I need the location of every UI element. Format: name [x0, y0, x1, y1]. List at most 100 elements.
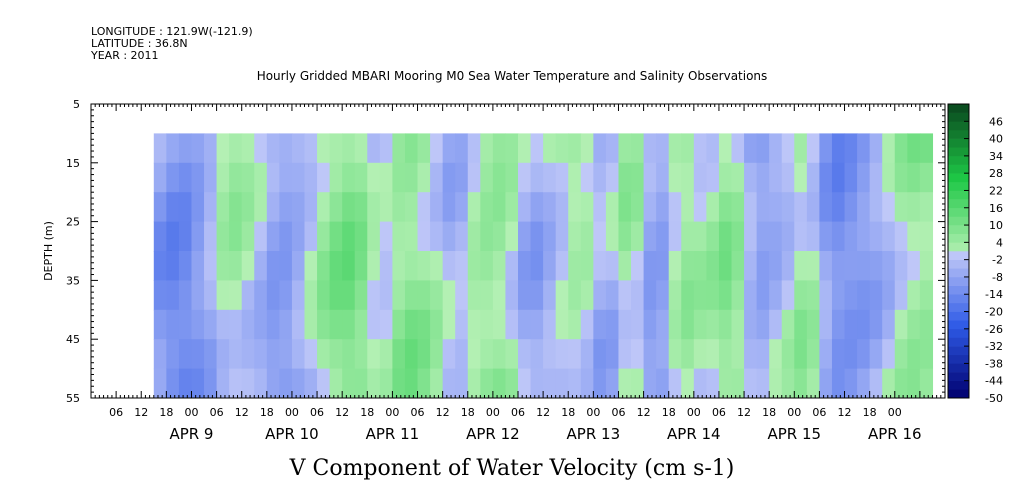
heatmap-cell — [241, 251, 255, 281]
heatmap-cell — [367, 221, 381, 252]
heatmap-cell — [367, 280, 381, 311]
heatmap-cell — [329, 221, 343, 252]
heatmap-cell — [430, 251, 444, 281]
heatmap-cell — [543, 162, 557, 193]
heatmap-cell — [417, 221, 431, 252]
heatmap-cell — [492, 192, 507, 223]
heatmap-cell — [317, 251, 331, 281]
heatmap-cell — [492, 280, 507, 311]
heatmap-cell — [656, 339, 670, 370]
heatmap-cell — [593, 162, 607, 193]
heatmap-cell — [643, 368, 657, 398]
heatmap-cell — [919, 133, 934, 164]
heatmap-cell — [518, 192, 532, 223]
heatmap-cell — [467, 162, 481, 193]
heatmap-cell — [693, 221, 707, 252]
heatmap-cell — [442, 192, 456, 223]
heatmap-cell — [317, 133, 331, 164]
heatmap-cell — [254, 368, 268, 398]
heatmap-cell — [794, 221, 808, 252]
heatmap-cell — [894, 192, 908, 223]
heatmap-cell — [919, 251, 934, 281]
heatmap-cell — [894, 251, 908, 281]
heatmap-cell — [204, 280, 218, 311]
colorbar-band — [948, 311, 969, 321]
heatmap-cell — [781, 221, 795, 252]
heatmap-cell — [756, 133, 770, 164]
heatmap-cell — [492, 339, 507, 370]
heatmap-cell — [919, 280, 934, 311]
colorbar-band — [948, 294, 969, 304]
heatmap-cell — [781, 280, 795, 311]
year-label: YEAR : 2011 — [90, 49, 159, 62]
heatmap-cell — [354, 251, 368, 281]
heatmap-cell — [279, 251, 293, 281]
colorbar-band — [948, 302, 969, 312]
heatmap-cell — [266, 133, 280, 164]
heatmap-cell — [191, 133, 205, 164]
colorbar-band — [948, 328, 969, 338]
heatmap-cell — [455, 133, 469, 164]
heatmap-cell — [693, 280, 707, 311]
heatmap-cell — [467, 221, 481, 252]
heatmap-cell — [568, 133, 582, 164]
heatmap-cell — [806, 339, 821, 370]
heatmap-cell — [279, 192, 293, 223]
heatmap-cell — [291, 133, 306, 164]
heatmap-cell — [467, 251, 481, 281]
heatmap-cell — [744, 368, 758, 398]
heatmap-cell — [568, 251, 582, 281]
heatmap-cell — [706, 192, 720, 223]
heatmap-cell — [291, 309, 306, 340]
heatmap-cell — [354, 192, 368, 223]
colorbar-band — [948, 129, 969, 139]
heatmap-cell — [693, 192, 707, 223]
heatmap-cell — [643, 221, 657, 252]
heatmap-cell — [593, 339, 607, 370]
heatmap-cell — [681, 162, 695, 193]
heatmap-cell — [618, 280, 632, 311]
heatmap-cell — [844, 133, 858, 164]
heatmap-cell — [153, 368, 167, 398]
x-hour-label: 12 — [436, 406, 450, 419]
heatmap-cell — [379, 251, 394, 281]
heatmap-cell — [756, 280, 770, 311]
heatmap-cell — [894, 339, 908, 370]
heatmap-cell — [291, 280, 306, 311]
heatmap-cell — [216, 339, 230, 370]
y-tick-label: 15 — [66, 157, 80, 170]
heatmap-cell — [580, 162, 594, 193]
heatmap-cell — [166, 192, 180, 223]
heatmap-cell — [580, 339, 594, 370]
heatmap-cell — [831, 221, 846, 252]
heatmap-cell — [769, 221, 783, 252]
colorbar-band — [948, 190, 969, 200]
heatmap-cell — [492, 251, 507, 281]
heatmap-cell — [882, 221, 896, 252]
heatmap-cell — [467, 309, 481, 340]
heatmap-cell — [178, 339, 193, 370]
heatmap-cell — [831, 309, 846, 340]
heatmap-cell — [568, 162, 582, 193]
heatmap-cell — [304, 280, 318, 311]
heatmap-cell — [291, 339, 306, 370]
heatmap-cell — [907, 280, 921, 311]
heatmap-cell — [342, 251, 356, 281]
heatmap-cell — [769, 162, 783, 193]
heatmap-cell — [543, 339, 557, 370]
heatmap-cell — [530, 339, 544, 370]
colorbar-label: 10 — [989, 219, 1003, 232]
heatmap-cell — [379, 192, 394, 223]
heatmap-cell — [618, 368, 632, 398]
colorbar-label: -50 — [985, 392, 1003, 405]
heatmap-cell — [204, 251, 218, 281]
heatmap-cell — [555, 251, 569, 281]
colorbar-label: -38 — [985, 357, 1003, 370]
x-hour-labels: 06 12 18 00 06 12 18 00 06 12 18 00 06 12 18 00 06 12 18 00… — [109, 406, 902, 419]
x-hour-label: 00 — [586, 406, 600, 419]
heatmap-cell — [329, 133, 343, 164]
heatmap-cell — [241, 221, 255, 252]
heatmap-cell — [467, 368, 481, 398]
heatmap-cell — [605, 309, 620, 340]
heatmap-cell — [706, 339, 720, 370]
